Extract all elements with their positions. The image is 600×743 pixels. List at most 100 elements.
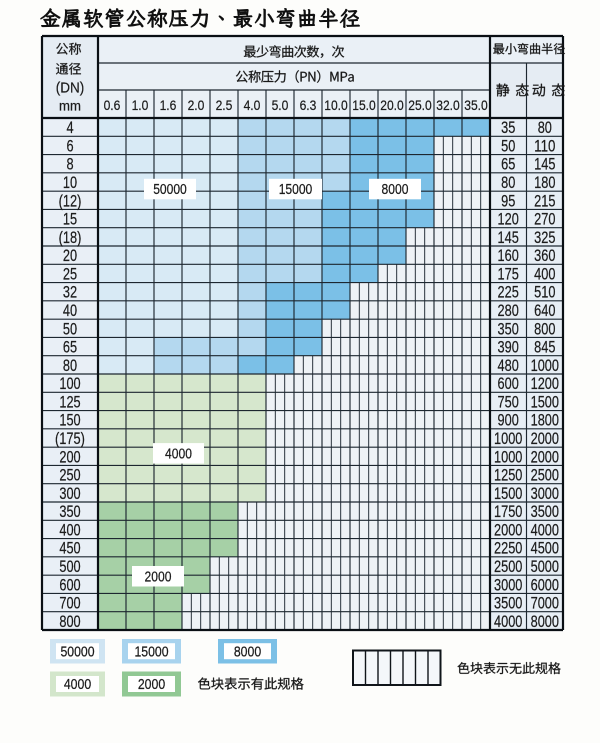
svg-text:6: 6: [66, 137, 73, 155]
svg-text:510: 510: [534, 284, 555, 302]
svg-text:(DN): (DN): [56, 80, 85, 97]
svg-text:145: 145: [498, 229, 519, 247]
svg-text:20: 20: [63, 247, 77, 265]
svg-text:175: 175: [498, 265, 519, 283]
svg-text:65: 65: [63, 339, 77, 357]
svg-text:25.0: 25.0: [408, 98, 432, 114]
svg-text:160: 160: [498, 247, 519, 265]
svg-text:750: 750: [498, 393, 519, 411]
svg-text:225: 225: [498, 284, 519, 302]
svg-text:8000: 8000: [382, 182, 409, 198]
svg-text:390: 390: [498, 339, 519, 357]
svg-text:125: 125: [59, 393, 80, 411]
svg-text:2000: 2000: [531, 430, 559, 448]
svg-text:10: 10: [63, 174, 77, 192]
svg-text:4000: 4000: [64, 677, 91, 693]
svg-text:2000: 2000: [531, 448, 559, 466]
svg-text:200: 200: [59, 448, 80, 466]
svg-text:360: 360: [534, 247, 555, 265]
svg-text:50: 50: [63, 320, 77, 338]
svg-text:80: 80: [501, 174, 515, 192]
svg-text:4: 4: [66, 119, 73, 137]
svg-text:2.5: 2.5: [216, 98, 233, 114]
svg-text:mm: mm: [59, 98, 81, 114]
svg-text:1.0: 1.0: [132, 98, 149, 114]
svg-text:2000: 2000: [138, 677, 165, 693]
svg-text:95: 95: [501, 192, 515, 210]
svg-text:4.0: 4.0: [244, 98, 261, 114]
svg-text:700: 700: [59, 595, 80, 613]
svg-text:(175): (175): [55, 430, 85, 448]
svg-text:100: 100: [59, 375, 80, 393]
svg-text:1250: 1250: [494, 467, 522, 485]
svg-text:15.0: 15.0: [352, 98, 376, 114]
svg-text:145: 145: [534, 156, 555, 174]
svg-text:800: 800: [59, 613, 80, 631]
svg-text:400: 400: [59, 521, 80, 539]
svg-text:3000: 3000: [531, 485, 559, 503]
svg-text:3500: 3500: [531, 503, 559, 521]
svg-text:32: 32: [63, 284, 77, 302]
svg-text:480: 480: [498, 357, 519, 375]
svg-text:8000: 8000: [531, 613, 559, 631]
svg-text:65: 65: [501, 156, 515, 174]
svg-text:300: 300: [59, 485, 80, 503]
svg-text:20.0: 20.0: [380, 98, 404, 114]
svg-text:3500: 3500: [494, 595, 522, 613]
svg-text:110: 110: [534, 137, 555, 155]
svg-text:(18): (18): [59, 229, 82, 247]
svg-text:35: 35: [501, 119, 515, 137]
svg-text:900: 900: [498, 412, 519, 430]
svg-text:800: 800: [534, 320, 555, 338]
svg-text:50: 50: [501, 137, 515, 155]
svg-text:10.0: 10.0: [324, 98, 348, 114]
svg-text:0.6: 0.6: [104, 98, 121, 114]
svg-text:7000: 7000: [531, 595, 559, 613]
svg-text:50000: 50000: [153, 182, 187, 198]
svg-text:5.0: 5.0: [272, 98, 289, 114]
svg-text:2.0: 2.0: [188, 98, 205, 114]
svg-text:2000: 2000: [494, 521, 522, 539]
svg-text:5000: 5000: [531, 558, 559, 576]
svg-text:845: 845: [534, 339, 555, 357]
svg-text:150: 150: [59, 412, 80, 430]
svg-text:640: 640: [534, 302, 555, 320]
svg-text:4000: 4000: [494, 613, 522, 631]
svg-text:2250: 2250: [494, 540, 522, 558]
svg-text:2500: 2500: [531, 467, 559, 485]
svg-text:4000: 4000: [165, 447, 192, 463]
svg-text:325: 325: [534, 229, 555, 247]
svg-text:15000: 15000: [134, 645, 168, 661]
svg-text:215: 215: [534, 192, 555, 210]
svg-text:250: 250: [59, 467, 80, 485]
svg-text:2500: 2500: [494, 558, 522, 576]
svg-text:6.3: 6.3: [300, 98, 317, 114]
svg-text:270: 270: [534, 211, 555, 229]
svg-text:1.6: 1.6: [160, 98, 177, 114]
svg-text:600: 600: [498, 375, 519, 393]
svg-text:15: 15: [63, 211, 77, 229]
svg-text:8: 8: [66, 156, 73, 174]
svg-text:2000: 2000: [145, 570, 172, 586]
svg-text:1000: 1000: [494, 430, 522, 448]
svg-text:500: 500: [59, 558, 80, 576]
svg-text:1000: 1000: [494, 448, 522, 466]
svg-text:120: 120: [498, 211, 519, 229]
svg-text:180: 180: [534, 174, 555, 192]
svg-text:40: 40: [63, 302, 77, 320]
svg-text:1500: 1500: [494, 485, 522, 503]
svg-text:4000: 4000: [531, 521, 559, 539]
svg-text:400: 400: [534, 265, 555, 283]
svg-text:(12): (12): [59, 192, 82, 210]
svg-text:8000: 8000: [234, 645, 261, 661]
svg-text:35.0: 35.0: [464, 98, 488, 114]
svg-text:600: 600: [59, 576, 80, 594]
svg-text:1500: 1500: [531, 393, 559, 411]
svg-text:25: 25: [63, 265, 77, 283]
svg-text:80: 80: [63, 357, 77, 375]
svg-text:350: 350: [59, 503, 80, 521]
svg-text:3000: 3000: [494, 576, 522, 594]
svg-text:450: 450: [59, 540, 80, 558]
svg-text:1750: 1750: [494, 503, 522, 521]
svg-text:350: 350: [498, 320, 519, 338]
